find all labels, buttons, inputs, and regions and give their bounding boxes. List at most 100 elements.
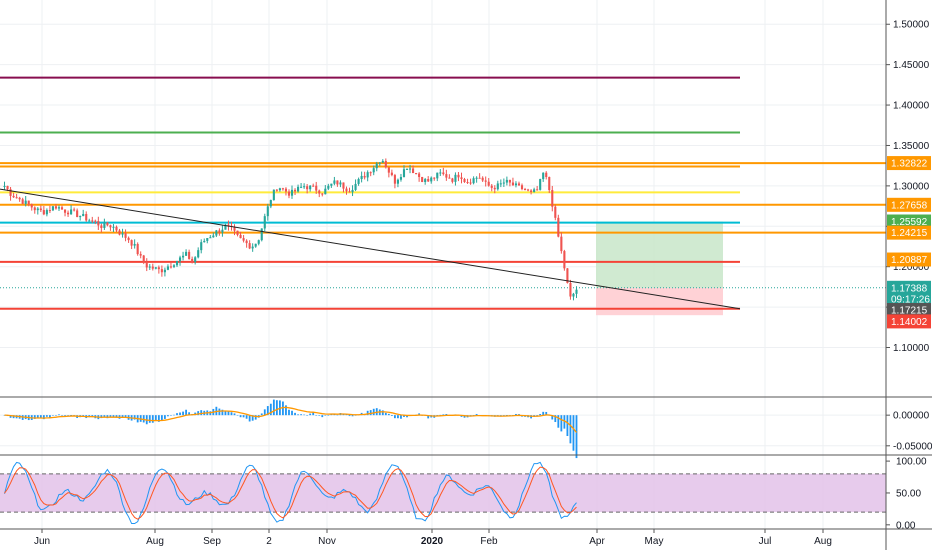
candle-body	[54, 206, 58, 209]
candle-body	[76, 210, 79, 218]
macd-histogram-bar	[575, 415, 578, 459]
macd-histogram-bar	[266, 406, 269, 416]
candle-body	[499, 183, 502, 185]
macd-histogram-bar	[45, 415, 48, 417]
x-tick-label: Apr	[589, 536, 605, 547]
candle-body	[324, 188, 327, 195]
candle-body	[194, 257, 197, 262]
stochastic-band-fill	[0, 473, 886, 513]
macd-histogram-bar	[390, 415, 393, 416]
candle-body	[115, 226, 118, 231]
macd-histogram-bar	[61, 415, 63, 416]
candle-body	[182, 255, 185, 258]
candle-body	[94, 220, 97, 222]
x-tick-label: Aug	[814, 536, 832, 547]
gridlines	[0, 0, 886, 529]
candlesticks	[3, 158, 578, 301]
candle-body	[266, 206, 269, 217]
candle-body	[290, 189, 294, 196]
macd-histogram-bar	[288, 409, 290, 416]
candle-body	[136, 243, 139, 255]
macd-histogram-bar	[366, 410, 369, 416]
macd-histogram-bar	[188, 412, 191, 416]
price-tag	[887, 303, 931, 318]
candle-body	[481, 177, 484, 181]
candle-body	[421, 176, 424, 183]
macd-histogram-bar	[369, 410, 372, 416]
macd-histogram-bar	[154, 415, 157, 421]
stochastic-tick-label: 100.00	[896, 457, 927, 468]
candle-body	[369, 172, 372, 174]
candle-body	[390, 172, 393, 176]
macd-histogram-bar	[518, 414, 520, 416]
macd-histogram-bar	[55, 415, 57, 416]
candle-body	[272, 189, 275, 201]
macd-histogram-bar	[327, 415, 330, 416]
macd-histogram-bar	[306, 415, 309, 416]
candle-body	[130, 240, 133, 246]
candle-body	[242, 238, 245, 241]
macd-tick-label: -0.05000	[893, 441, 932, 452]
macd-histogram-bar	[384, 412, 387, 416]
candle-body	[572, 293, 575, 297]
candle-body	[245, 240, 248, 244]
x-tick-label: Aug	[146, 536, 164, 547]
candle-body	[169, 266, 173, 268]
candle-body	[396, 179, 399, 184]
macd-histogram-bar	[351, 415, 354, 417]
macd-histogram-bar	[160, 415, 163, 420]
macd-histogram-bar	[263, 409, 266, 416]
candle-body	[427, 179, 430, 182]
macd-histogram-bar	[42, 415, 45, 420]
y-tick-label: 1.30000	[893, 181, 930, 192]
x-tick-label: May	[645, 536, 664, 547]
candle-body	[511, 182, 514, 186]
candle-body	[554, 206, 557, 218]
macd-histogram-bar	[309, 413, 312, 416]
y-tick-label: 1.40000	[893, 101, 930, 112]
candle-body	[21, 199, 24, 204]
candle-body	[203, 240, 206, 243]
macd-histogram-bar	[157, 415, 160, 422]
candle-body	[154, 267, 157, 269]
candle-body	[575, 289, 578, 294]
macd-histogram-bar	[9, 415, 12, 418]
macd-histogram-bar	[551, 415, 554, 420]
price-tag-text: 1.27658	[891, 200, 928, 211]
candle-body	[478, 177, 481, 179]
candle-body	[287, 191, 291, 196]
macd-histogram-bar	[218, 408, 221, 416]
candle-body	[218, 230, 221, 233]
candle-body	[533, 189, 536, 193]
macd-histogram-bar	[197, 411, 200, 416]
price-tag-text: 1.17388	[891, 283, 928, 294]
price-tag-text: 1.20887	[891, 255, 928, 266]
macd-histogram-bar	[545, 411, 548, 416]
stochastic-tick-label: 50.00	[896, 488, 921, 499]
macd-histogram-bar	[372, 408, 375, 416]
macd-histogram-bar	[300, 414, 302, 416]
candle-body	[360, 175, 363, 180]
candle-body	[351, 189, 354, 193]
candle-body	[542, 172, 545, 180]
candle-body	[103, 222, 106, 229]
macd-tick-label: 0.00000	[893, 411, 930, 422]
macd-histogram-bar	[515, 413, 517, 416]
price-tag-text: 1.17215	[891, 306, 928, 317]
candle-body	[342, 182, 345, 189]
macd-histogram-bar	[227, 411, 230, 416]
macd-histogram-bar	[239, 415, 242, 418]
x-tick-label: Nov	[318, 536, 336, 547]
candle-body	[121, 233, 124, 235]
candle-body	[45, 210, 48, 215]
candle-body	[263, 216, 266, 229]
candle-body	[6, 185, 9, 190]
candle-body	[381, 160, 384, 163]
candle-body	[545, 172, 548, 177]
candle-body	[523, 189, 527, 191]
candle-body	[163, 269, 166, 273]
candle-body	[118, 230, 121, 235]
candle-body	[399, 177, 403, 180]
